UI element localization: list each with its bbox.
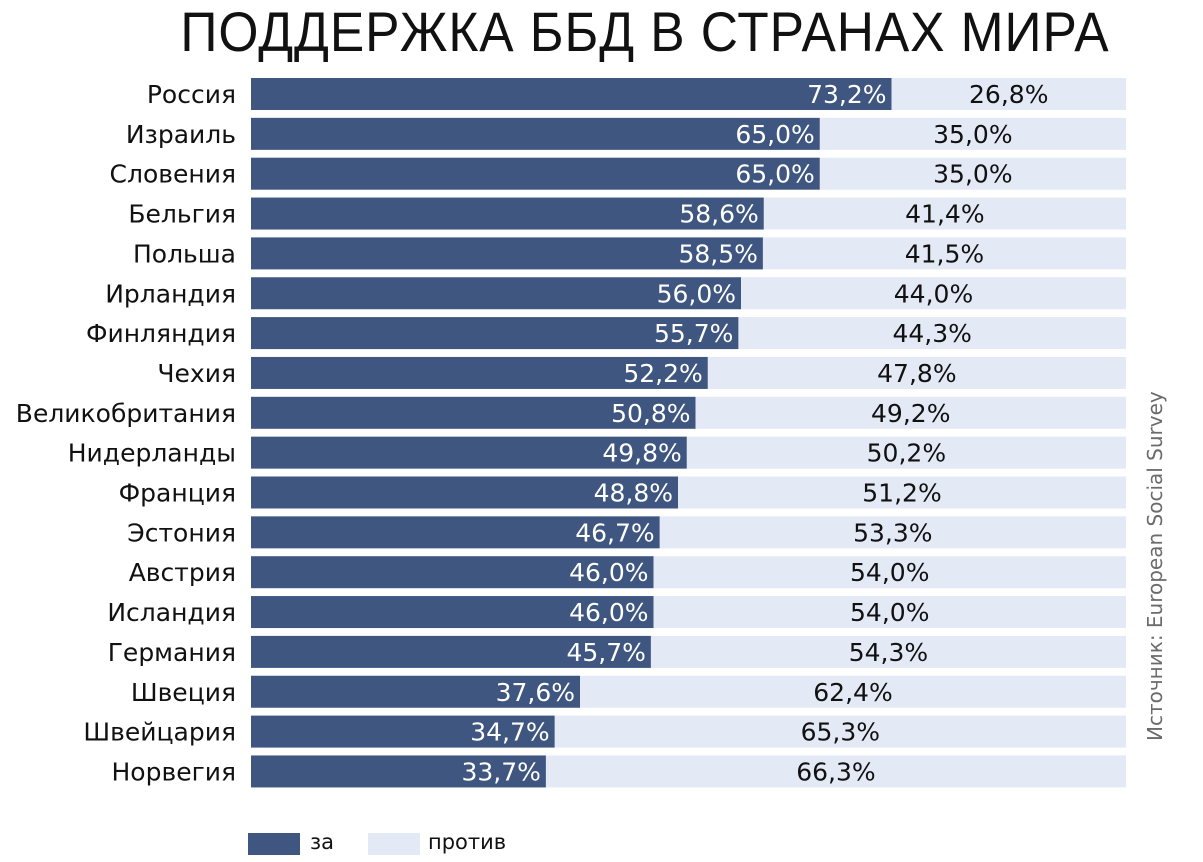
data-label-against: 35,0%	[933, 160, 1012, 189]
bar-against	[695, 396, 1126, 429]
bar-for	[251, 237, 763, 270]
data-label-for: 34,7%	[470, 718, 549, 747]
data-label-against: 50,2%	[867, 439, 946, 468]
data-label-against: 26,8%	[969, 80, 1048, 109]
bar-for	[251, 157, 820, 190]
bar-for	[251, 755, 546, 788]
bar-against	[650, 635, 1126, 668]
bar-for	[251, 317, 739, 350]
category-label: Норвегия	[112, 757, 237, 786]
bar-for	[251, 675, 580, 708]
data-label-for: 46,0%	[569, 558, 648, 587]
data-label-against: 41,4%	[905, 200, 984, 229]
data-label-for: 33,7%	[461, 757, 540, 786]
data-label-against: 54,0%	[850, 598, 929, 627]
category-label: Швеция	[131, 678, 236, 707]
category-label: Польша	[133, 239, 236, 268]
bar-for	[251, 596, 654, 629]
bar-against	[707, 356, 1126, 389]
bar-against	[653, 556, 1126, 589]
data-label-against: 47,8%	[877, 359, 956, 388]
data-label-for: 37,6%	[496, 678, 575, 707]
category-label: Россия	[147, 80, 236, 109]
bar-against	[763, 197, 1126, 230]
category-label: Эстония	[127, 518, 236, 547]
bar-for	[251, 356, 708, 389]
bar-for	[251, 117, 820, 150]
bar-against	[891, 78, 1126, 110]
data-label-for: 46,0%	[569, 598, 648, 627]
bar-against	[659, 516, 1126, 549]
bar-against	[686, 436, 1126, 469]
data-label-against: 44,3%	[892, 319, 971, 348]
category-label: Чехия	[157, 359, 236, 388]
category-label: Исландия	[107, 598, 236, 627]
legend-label-for: за	[310, 830, 335, 854]
category-label: Словения	[110, 160, 236, 189]
legend-label-against: против	[428, 830, 507, 854]
data-label-for: 65,0%	[735, 160, 814, 189]
data-label-against: 54,3%	[849, 638, 928, 667]
bar-for	[251, 635, 651, 668]
data-label-against: 41,5%	[905, 239, 984, 268]
data-label-against: 51,2%	[862, 479, 941, 508]
data-label-against: 54,0%	[850, 558, 929, 587]
data-label-against: 49,2%	[871, 399, 950, 428]
data-label-for: 52,2%	[623, 359, 702, 388]
category-label: Франция	[119, 479, 236, 508]
category-label: Бельгия	[128, 200, 236, 229]
category-label: Израиль	[126, 120, 236, 149]
category-label: Нидерланды	[68, 439, 236, 468]
bar-for	[251, 556, 654, 589]
category-label: Великобритания	[16, 399, 236, 428]
bar-against	[554, 715, 1126, 748]
bar-against	[762, 237, 1126, 270]
bar-against	[653, 596, 1126, 629]
legend-swatch-against	[368, 833, 420, 855]
bar-for	[251, 476, 678, 509]
data-label-for: 55,7%	[654, 319, 733, 348]
data-label-for: 56,0%	[657, 279, 736, 308]
bar-for	[251, 78, 892, 110]
data-label-for: 49,8%	[602, 439, 681, 468]
bar-for	[251, 277, 741, 310]
category-label: Германия	[108, 638, 236, 667]
data-label-against: 35,0%	[933, 120, 1012, 149]
data-label-for: 45,7%	[566, 638, 645, 667]
source-note: Источник: European Social Survey	[1143, 391, 1167, 741]
bar-for	[251, 715, 555, 748]
bar-for	[251, 396, 696, 429]
data-label-for: 73,2%	[807, 80, 886, 109]
category-label: Австрия	[129, 558, 236, 587]
bar-against	[738, 317, 1126, 350]
data-label-for: 58,5%	[678, 239, 757, 268]
bar-against	[580, 675, 1126, 708]
chart-title: ПОДДЕРЖКА ББД В СТРАНАХ МИРА	[180, 0, 1110, 63]
bar-against	[819, 157, 1126, 190]
category-label: Ирландия	[105, 279, 236, 308]
bar-for	[251, 436, 687, 469]
category-label: Швейцария	[83, 718, 236, 747]
bar-for	[251, 516, 660, 549]
data-label-against: 65,3%	[801, 718, 880, 747]
data-label-against: 44,0%	[894, 279, 973, 308]
data-label-against: 66,3%	[796, 757, 875, 786]
bar-against	[545, 755, 1126, 788]
data-label-against: 53,3%	[853, 518, 932, 547]
data-label-against: 62,4%	[813, 678, 892, 707]
data-label-for: 46,7%	[575, 518, 654, 547]
data-label-for: 50,8%	[611, 399, 690, 428]
bar-against	[741, 277, 1126, 310]
data-label-for: 58,6%	[679, 200, 758, 229]
legend-swatch-for	[248, 833, 300, 855]
bar-against	[819, 117, 1126, 150]
bar-against	[678, 476, 1126, 509]
category-label: Финляндия	[86, 319, 236, 348]
data-label-for: 48,8%	[594, 479, 673, 508]
bar-for	[251, 197, 764, 230]
data-label-for: 65,0%	[735, 120, 814, 149]
